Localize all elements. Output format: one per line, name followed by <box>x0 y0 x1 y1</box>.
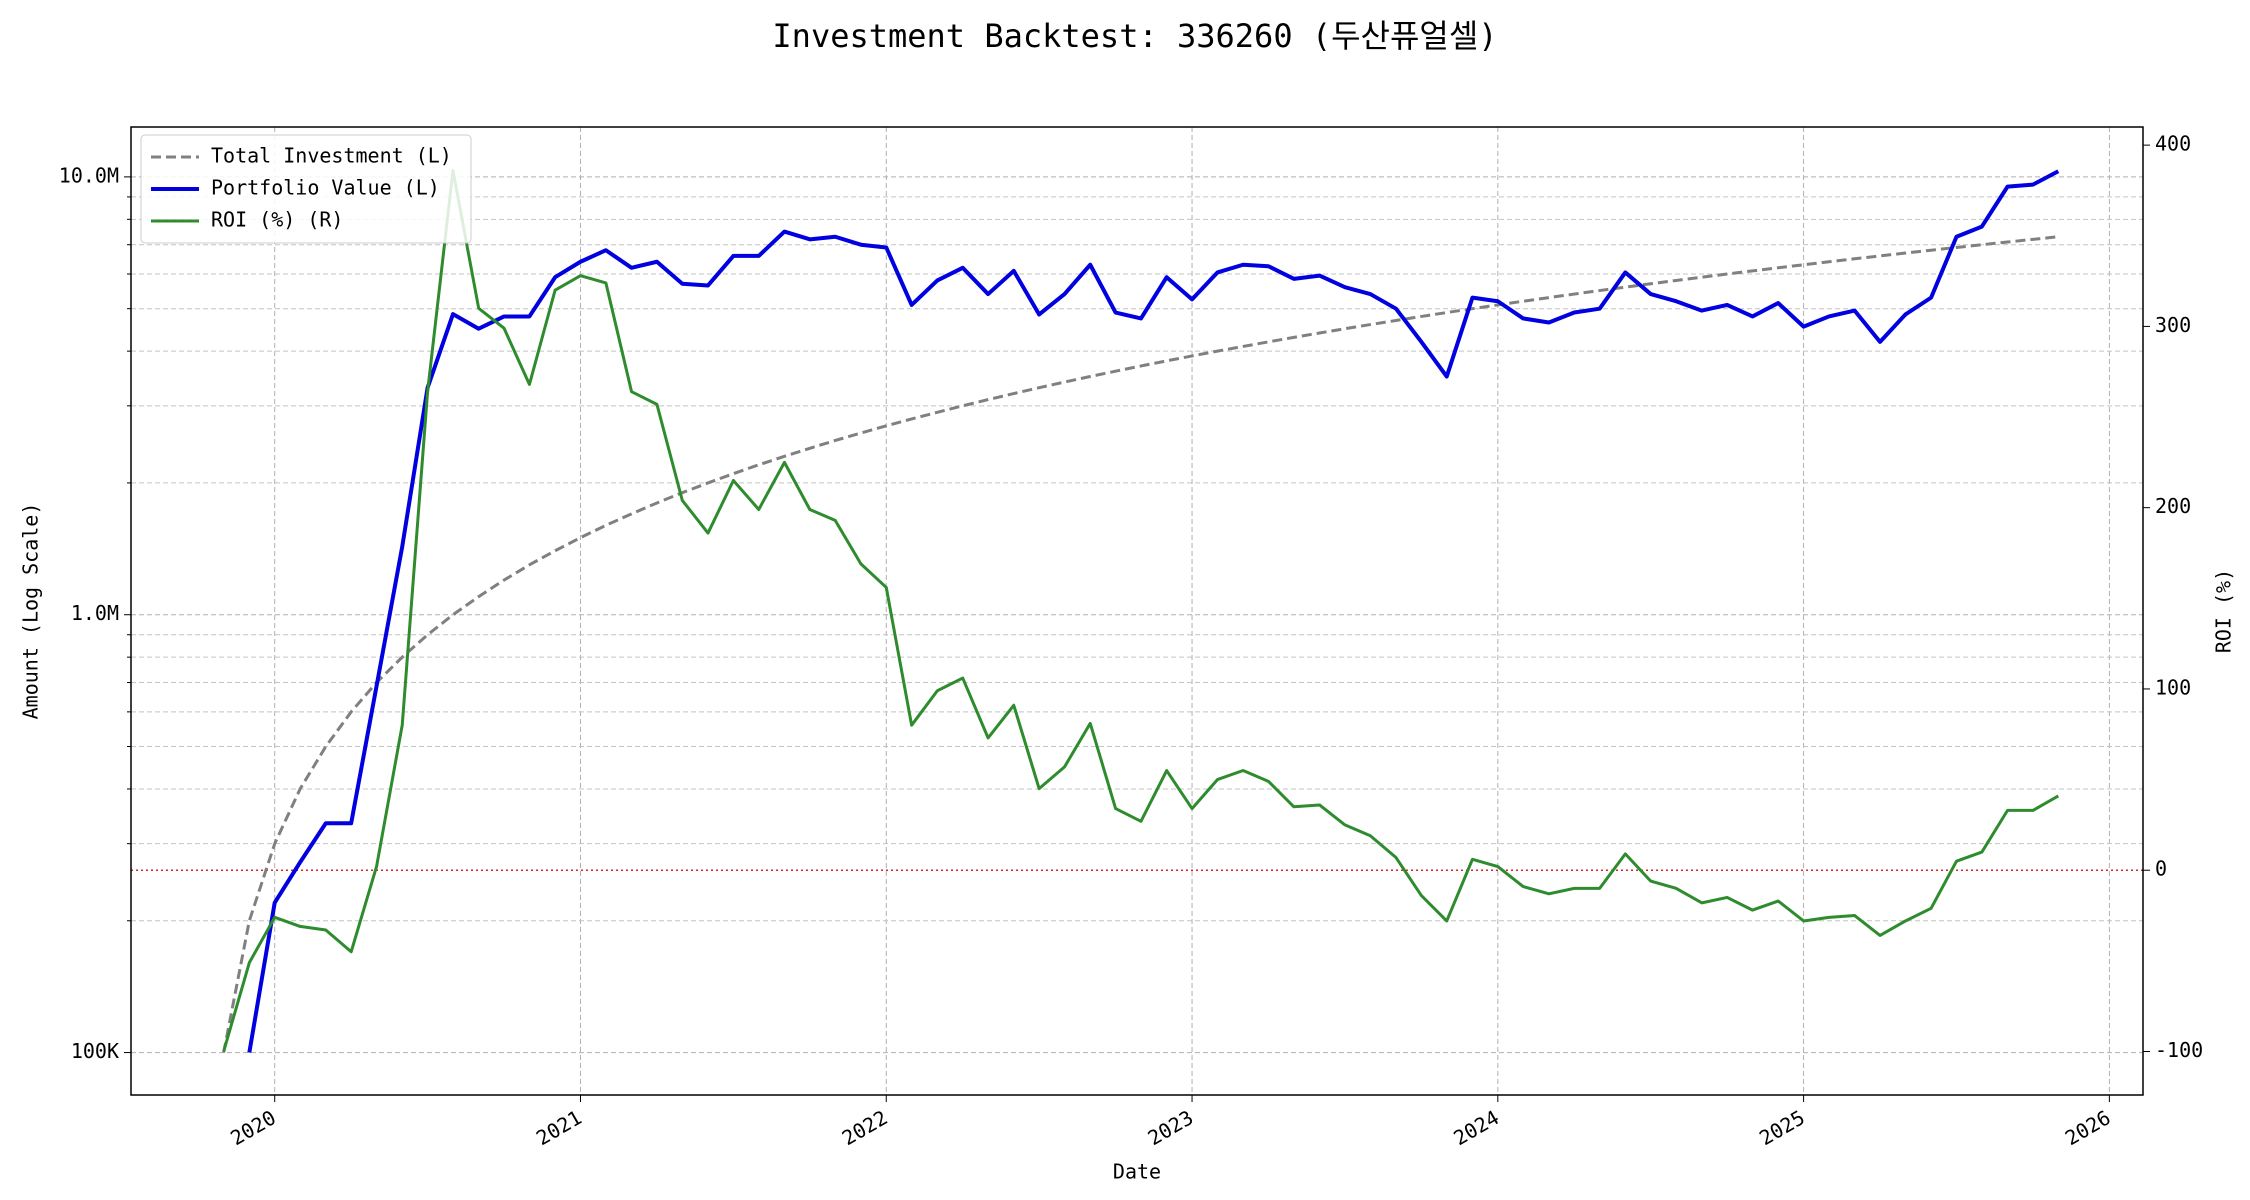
plot-frame <box>130 126 2144 1096</box>
series-line <box>247 169 2060 1053</box>
legend-label: Total Investment (L) <box>211 144 452 168</box>
y2-tick-label: 100 <box>2155 675 2191 699</box>
y2-axis-label: ROI (%) <box>2212 569 2236 653</box>
series-line <box>222 235 2059 1053</box>
y-tick-label: 10.0M <box>59 163 119 187</box>
legend: Total Investment (L) Portfolio Value (L) R… <box>140 134 472 244</box>
y2-tick-label: 300 <box>2155 313 2191 337</box>
y2-tick-label: -100 <box>2155 1038 2203 1062</box>
x-tick-label: 2026 <box>2061 1105 2115 1150</box>
x-tick-label: 2022 <box>838 1105 892 1150</box>
x-tick-label: 2020 <box>226 1105 280 1150</box>
legend-label: Portfolio Value (L) <box>211 176 440 200</box>
y-tick-label: 1.0M <box>71 601 119 625</box>
legend-label: ROI (%) (R) <box>211 208 343 232</box>
x-tick-label: 2024 <box>1449 1105 1503 1150</box>
x-tick-label: 2021 <box>532 1105 586 1150</box>
grid-layer <box>131 127 2143 1095</box>
x-axis-label: Date <box>1113 1160 1161 1184</box>
legend-box <box>140 134 472 244</box>
series-line <box>222 169 2060 1052</box>
data-layer <box>131 169 2143 1053</box>
chart-title: Investment Backtest: 336260 (두산퓨얼셀) <box>772 17 1497 55</box>
x-tick-label: 2025 <box>1755 1105 1809 1150</box>
y-tick-label: 100K <box>71 1039 119 1063</box>
x-tick-label: 2023 <box>1144 1105 1198 1150</box>
y2-tick-label: 0 <box>2155 857 2167 881</box>
y-axis-label: Amount (Log Scale) <box>19 503 43 720</box>
y2-tick-label: 200 <box>2155 494 2191 518</box>
y2-tick-label: 400 <box>2155 132 2191 156</box>
